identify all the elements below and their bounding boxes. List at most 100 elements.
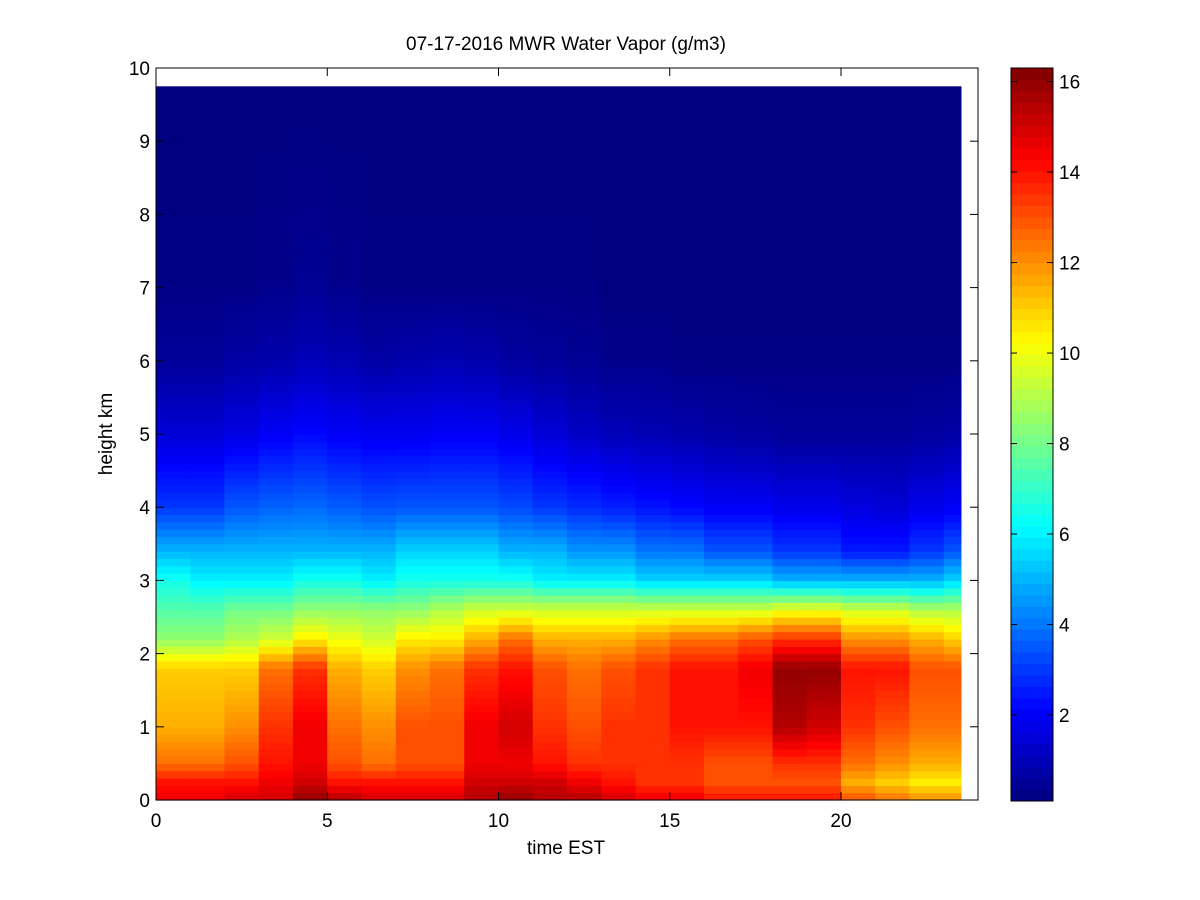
heatmap-cell (669, 719, 705, 728)
heatmap-cell (532, 338, 568, 347)
heatmap-cell (943, 382, 962, 391)
heatmap-cell (635, 595, 671, 603)
heatmap-cell (669, 170, 705, 179)
heatmap-cell (806, 697, 842, 706)
heatmap-cell (361, 763, 397, 772)
heatmap-cell (532, 514, 568, 523)
heatmap-cell (669, 536, 705, 545)
heatmap-cell (806, 265, 842, 274)
heatmap-cell (361, 434, 397, 442)
heatmap-cell (156, 785, 191, 794)
heatmap-cell (498, 543, 534, 552)
heatmap-cell (841, 455, 876, 464)
heatmap-cell (430, 514, 465, 523)
heatmap-cell (909, 375, 945, 384)
heatmap-cell (738, 86, 774, 98)
heatmap-cell (738, 778, 774, 786)
heatmap-cell (156, 375, 191, 384)
heatmap-cell (635, 287, 671, 296)
heatmap-cell (395, 763, 431, 772)
heatmap-cell (772, 170, 808, 179)
heatmap-cell (293, 382, 328, 391)
heatmap-cell (943, 704, 962, 713)
heatmap-cell (841, 697, 876, 706)
heatmap-cell (156, 97, 191, 106)
heatmap-cell (156, 265, 191, 274)
heatmap-cell (430, 441, 465, 450)
heatmap-cell (806, 448, 842, 457)
heatmap-cell (806, 221, 842, 230)
heatmap-cell (806, 770, 842, 779)
heatmap-cell (293, 338, 328, 347)
heatmap-cell (361, 565, 397, 574)
heatmap-cell (258, 294, 294, 303)
heatmap-cell (498, 163, 534, 172)
heatmap-cell (772, 697, 808, 706)
heatmap-cell (806, 163, 842, 172)
heatmap-cell (875, 104, 911, 113)
heatmap-cell (190, 463, 226, 472)
heatmap-cell (704, 770, 739, 779)
heatmap-cell (361, 185, 397, 194)
heatmap-cell (567, 573, 602, 581)
heatmap-cell (293, 778, 328, 786)
heatmap-cell (806, 792, 842, 801)
heatmap-cell (293, 86, 328, 98)
heatmap-cell (190, 258, 226, 267)
heatmap-cell (909, 331, 945, 340)
heatmap-cell (156, 170, 191, 179)
heatmap-cell (293, 434, 328, 442)
heatmap-cell (635, 104, 671, 113)
colorbar-band (1011, 537, 1053, 550)
heatmap-cell (327, 434, 363, 442)
heatmap-cell (361, 214, 397, 223)
colorbar-band (1011, 205, 1053, 218)
heatmap-cell (464, 207, 500, 215)
heatmap-cell (395, 404, 431, 413)
heatmap-cell (532, 785, 568, 794)
heatmap-cell (258, 331, 294, 340)
heatmap-cell (875, 111, 911, 120)
heatmap-cell (190, 748, 226, 757)
heatmap-cell (704, 207, 739, 215)
heatmap-cell (704, 573, 739, 581)
heatmap-cell (156, 507, 191, 516)
heatmap-cell (498, 104, 534, 113)
heatmap-cell (772, 390, 808, 398)
heatmap-cell (841, 419, 876, 428)
heatmap-cell (258, 251, 294, 259)
heatmap-cell (430, 177, 465, 186)
heatmap-cell (635, 251, 671, 259)
heatmap-cell (464, 148, 500, 157)
heatmap-cell (909, 565, 945, 574)
colorbar-band (1011, 331, 1053, 344)
heatmap-cell (909, 580, 945, 589)
heatmap-cell (293, 155, 328, 164)
heatmap-cell (498, 734, 534, 743)
heatmap-cell (669, 199, 705, 208)
heatmap-cell (909, 316, 945, 325)
heatmap-cell (532, 580, 568, 589)
heatmap-cell (361, 104, 397, 113)
heatmap-cell (498, 690, 534, 699)
heatmap-cell (875, 221, 911, 230)
heatmap-cell (772, 726, 808, 735)
heatmap-cell (943, 463, 962, 472)
heatmap-cell (909, 111, 945, 120)
heatmap-cell (738, 668, 774, 677)
heatmap-cell (361, 602, 397, 611)
heatmap-cell (430, 624, 465, 633)
heatmap-cell (943, 243, 962, 252)
heatmap-cell (772, 346, 808, 355)
heatmap-cell (224, 170, 260, 179)
heatmap-cell (293, 587, 328, 596)
colorbar-tick-label: 4 (1059, 616, 1070, 637)
heatmap-cell (669, 368, 705, 377)
heatmap-cell (224, 426, 260, 435)
heatmap-cell (841, 192, 876, 201)
heatmap-cell (464, 126, 500, 135)
heatmap-cell (635, 470, 671, 479)
heatmap-cell (498, 434, 534, 442)
x-tick-label: 5 (322, 811, 333, 832)
heatmap-cell (601, 441, 637, 450)
